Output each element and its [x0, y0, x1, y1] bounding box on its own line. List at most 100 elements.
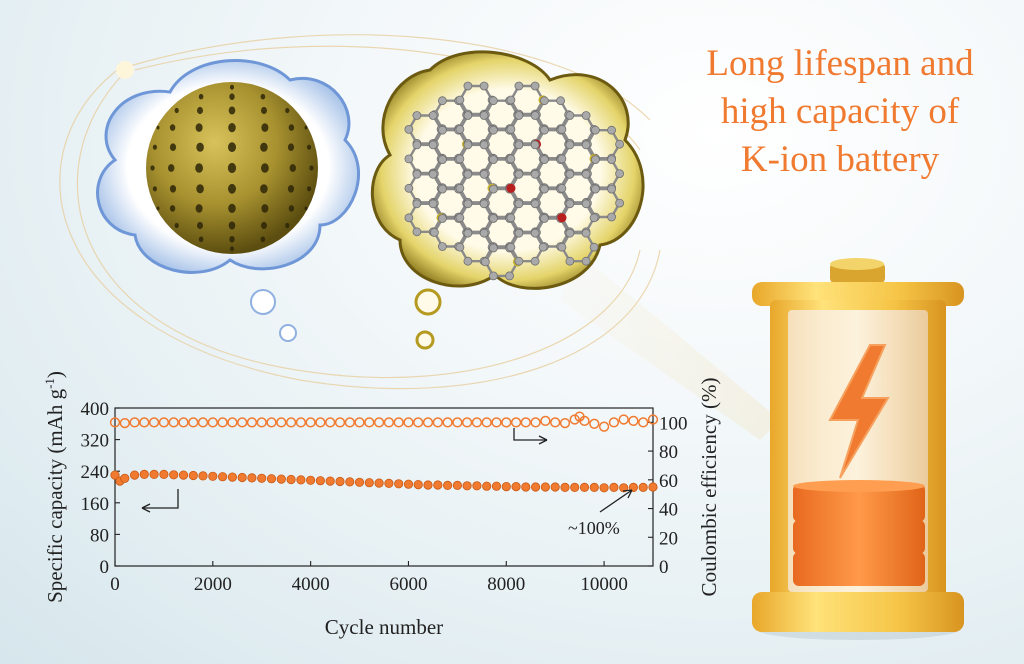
pore-dot	[260, 142, 268, 152]
efficiency-point	[618, 414, 629, 425]
carbon-atom	[557, 124, 567, 134]
y-right-tick-label: 80	[659, 442, 678, 463]
annotation-text: ~100%	[568, 518, 620, 538]
carbon-atom	[505, 271, 515, 281]
y-left-tick-label: 400	[81, 399, 110, 420]
capacity-point	[257, 473, 267, 483]
capacity-point	[521, 482, 531, 492]
carbon-atom	[565, 111, 575, 120]
carbon-atom	[538, 242, 548, 252]
carbon-atom	[488, 243, 498, 253]
pore-dot	[228, 221, 236, 230]
capacity-point	[609, 482, 619, 492]
carbon-atom	[463, 256, 473, 266]
carbon-atom	[404, 154, 414, 164]
capacity-point	[178, 470, 189, 480]
carbon-atom	[615, 169, 624, 179]
carbon-atom	[455, 183, 465, 193]
capacity-point	[159, 469, 169, 479]
left-axis-arrow	[141, 489, 179, 513]
capacity-point	[540, 482, 551, 492]
pore-dot	[156, 125, 160, 130]
capacity-point	[325, 476, 335, 486]
carbon-atom	[514, 199, 524, 209]
carbon-atom	[530, 169, 540, 179]
carbon-atom	[514, 228, 524, 238]
carbon-atom	[437, 184, 447, 194]
carbon-atom	[589, 213, 599, 223]
carbon-atom	[530, 256, 540, 266]
carbon-atom	[540, 214, 549, 223]
pore-dot	[287, 185, 295, 193]
pore-dot	[309, 165, 314, 171]
carbon-atom	[530, 140, 540, 150]
carbon-atom	[455, 242, 465, 252]
efficiency-point	[452, 417, 463, 428]
carbon-atom	[455, 124, 465, 134]
carbon-atom	[557, 242, 567, 252]
efficiency-point	[403, 417, 414, 428]
carbon-atom	[540, 96, 549, 106]
pore-dot	[195, 123, 203, 132]
efficiency-point	[589, 418, 600, 429]
pore-dot	[152, 186, 157, 192]
capacity-point	[188, 470, 198, 481]
carbon-atom	[607, 184, 616, 194]
x-tick-label: 0	[110, 574, 120, 595]
capacity-point	[384, 478, 394, 488]
carbon-atom	[556, 96, 565, 106]
capacity-point	[198, 471, 208, 481]
efficiency-point	[491, 417, 502, 428]
efficiency-point	[461, 417, 473, 428]
pore-dot	[174, 222, 179, 229]
efficiency-point	[608, 417, 620, 428]
efficiency-point	[530, 417, 541, 428]
pore-dot	[197, 106, 203, 115]
carbon-atom	[591, 184, 600, 194]
carbon-atom	[607, 125, 616, 135]
capacity-point	[139, 469, 149, 479]
sparkle-icon	[116, 61, 134, 79]
capacity-point	[227, 472, 237, 482]
cycling-chart: 0 2000 4000 6000 8000 10000 0 80 160 240 320 400 0…	[42, 371, 721, 639]
carbon-atom	[540, 125, 549, 135]
carbon-atom	[607, 212, 616, 222]
efficiency-point	[119, 417, 130, 429]
carbon-atom	[429, 228, 439, 237]
pore-dot	[169, 205, 176, 212]
capacity-point	[452, 480, 462, 490]
capacity-point	[403, 479, 414, 489]
efficiency-point	[109, 417, 121, 428]
carbon-atom	[488, 184, 498, 194]
carbon-atom	[455, 213, 465, 223]
efficiency-point	[550, 417, 561, 428]
capacity-point	[296, 475, 306, 485]
carbon-atom	[581, 256, 591, 266]
carbon-atom	[540, 184, 549, 194]
carbon-atom	[463, 228, 473, 238]
carbon-atom	[428, 199, 438, 209]
pore-dot	[196, 184, 204, 194]
x-tick-label: 2000	[194, 574, 232, 595]
capacity-point	[335, 476, 345, 487]
capacity-point	[638, 482, 648, 492]
pore-dot	[261, 106, 267, 115]
efficiency-point	[295, 417, 307, 428]
capacity-point	[149, 469, 159, 479]
efficiency-point	[129, 417, 140, 428]
y-right-tick-label: 0	[659, 557, 669, 578]
x-tick-label: 4000	[292, 574, 330, 595]
pore-dot	[169, 143, 177, 151]
carbon-atom	[607, 155, 616, 165]
thought-cloud-gold	[370, 50, 645, 350]
y-right-tick-label: 40	[659, 500, 678, 521]
efficiency-point	[188, 417, 199, 428]
carbon-atom	[506, 95, 516, 105]
efficiency-point	[520, 417, 531, 428]
carbon-atom	[437, 125, 447, 135]
carbon-atom	[428, 169, 438, 179]
pore-dot	[304, 206, 308, 211]
pore-dot	[285, 107, 290, 114]
pore-dot	[198, 93, 204, 100]
carbon-atom	[428, 140, 438, 150]
